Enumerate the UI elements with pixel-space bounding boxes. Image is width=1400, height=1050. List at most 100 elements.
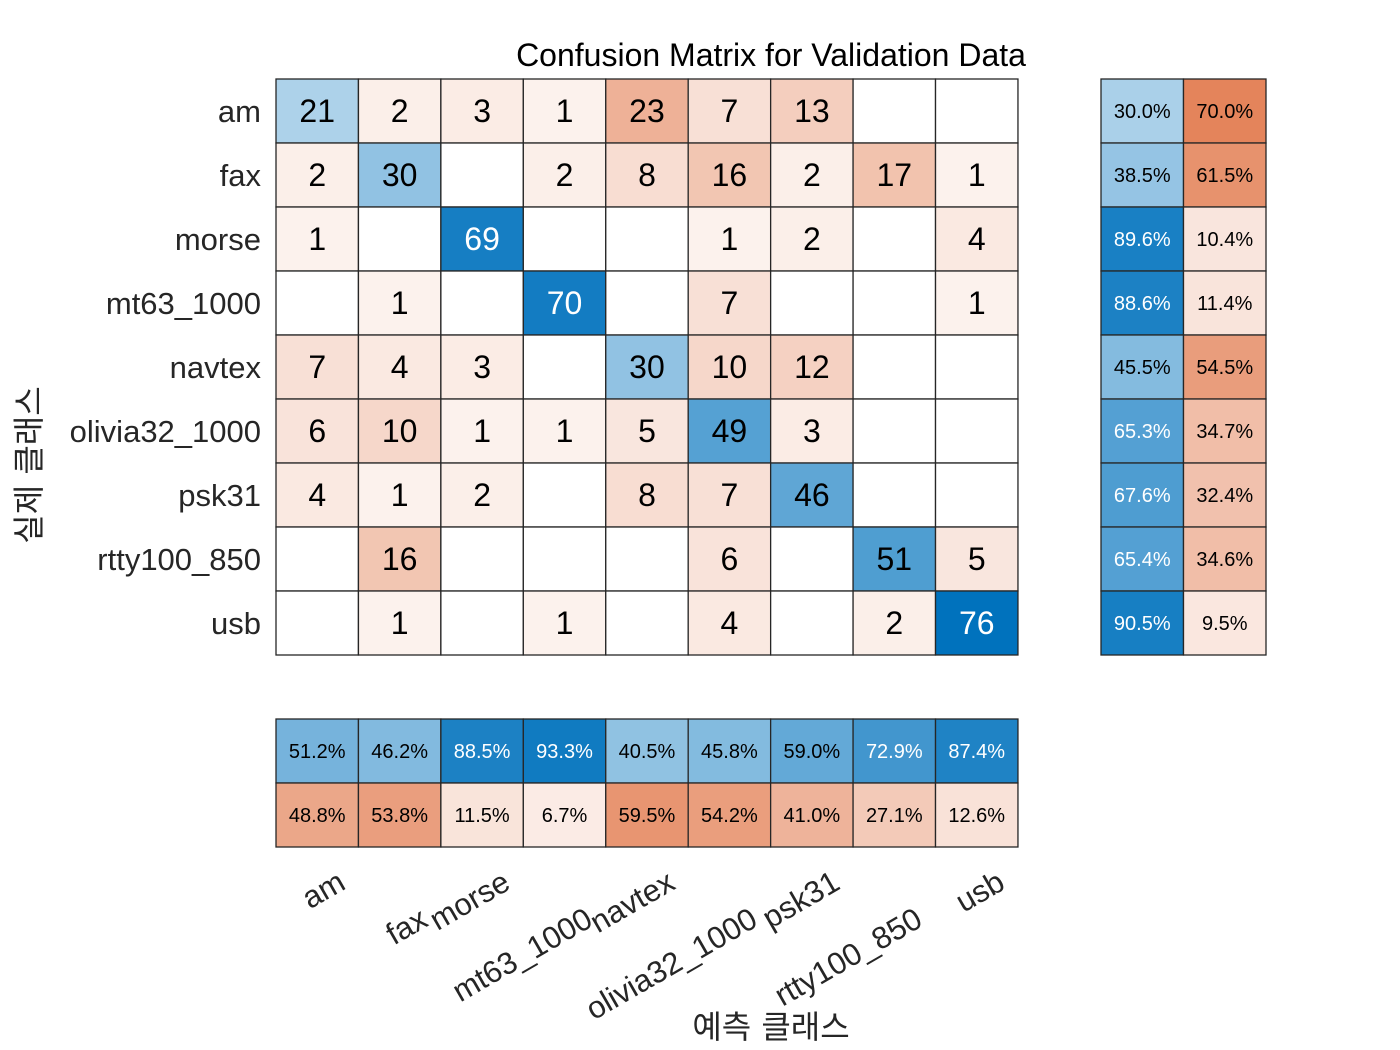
matrix-cell [852,526,937,592]
matrix-cell [275,270,360,336]
row-summary-incorrect-value: 54.5% [1196,357,1253,379]
column-summary-correct-value: 51.2% [289,741,346,763]
matrix-cell-value: 6 [721,541,739,577]
column-labels-group: amfaxmorsemt63_1000navtexolivia32_1000ps… [296,864,1010,1027]
matrix-cell [769,206,854,272]
row-label: navtex [170,350,262,385]
column-summary-incorrect-value: 27.1% [866,805,923,827]
row-summary-incorrect-cell [1182,590,1267,656]
row-summary-correct-value: 38.5% [1114,165,1171,187]
matrix-cell [852,142,937,208]
matrix-cell-value: 46 [794,477,830,513]
column-summary-correct-value: 40.5% [619,741,676,763]
column-summary-correct-value: 59.0% [784,741,841,763]
matrix-cell-value: 3 [803,413,821,449]
row-summary-incorrect-cell [1182,142,1267,208]
row-summary-incorrect-cell [1182,78,1267,144]
row-label: olivia32_1000 [70,414,261,449]
column-summary-incorrect-cell [440,782,524,848]
matrix-cell-value: 4 [308,477,326,513]
x-axis-label: 예측 클래스 [692,1008,849,1046]
matrix-cell-value: 4 [968,221,986,257]
matrix-cell [275,526,360,592]
matrix-cell [687,462,772,528]
matrix-cell [687,78,772,144]
matrix-cell-value: 7 [721,285,739,321]
y-axis-label: 실제 클래스 [10,386,48,543]
matrix-cell-value: 7 [721,477,739,513]
column-summary-correct-cell [605,718,689,784]
row-label: usb [211,606,261,641]
row-summary-correct-cell [1100,142,1185,208]
matrix-cell-value: 1 [556,605,574,641]
matrix-cell [934,78,1019,144]
matrix-cell-value: 16 [382,541,418,577]
column-summary-incorrect-cell [852,782,937,848]
matrix-cell-value: 8 [638,157,656,193]
matrix-cell [605,590,689,656]
matrix-cell [934,206,1019,272]
row-summary-incorrect-value: 34.6% [1196,549,1253,571]
column-summary-incorrect-value: 12.6% [948,805,1005,827]
column-summary-incorrect-value: 48.8% [289,805,346,827]
column-label: navtex [584,864,681,940]
row-summary-incorrect-value: 32.4% [1196,485,1253,507]
row-summary-correct-cell [1100,334,1185,400]
matrix-cell [934,526,1019,592]
matrix-cell [687,334,772,400]
row-summary-correct-value: 65.4% [1114,549,1171,571]
matrix-cell-value: 10 [712,349,748,385]
matrix-cell [275,334,360,400]
matrix-cell [687,270,772,336]
matrix-cell [852,398,937,464]
matrix-cell [852,462,937,528]
column-summary-group: 51.2% 48.8% 46.2% 53.8% 88.5% 11.5% 93.3% 6.7% 4… [275,718,1019,848]
column-summary-incorrect-cell [522,782,607,848]
matrix-cell [275,78,360,144]
column-summary-correct-value: 87.4% [948,741,1005,763]
row-label: rtty100_850 [97,542,261,577]
matrix-cell-value: 16 [712,157,748,193]
matrix-cell-value: 7 [308,349,326,385]
matrix-cell-value: 2 [803,221,821,257]
matrix-cell-value: 30 [629,349,665,385]
matrix-cell-value: 30 [382,157,418,193]
column-label: morse [424,864,516,937]
matrix-cell-value: 21 [299,93,335,129]
matrix-cell-value: 4 [721,605,739,641]
column-summary-correct-cell [934,718,1019,784]
row-summary-incorrect-value: 61.5% [1196,165,1253,187]
column-summary-correct-value: 45.8% [701,741,758,763]
matrix-cell-value: 5 [638,413,656,449]
row-label: am [218,94,261,129]
matrix-cell-value: 2 [308,157,326,193]
matrix-cell [687,590,772,656]
matrix-cell-value: 3 [473,349,491,385]
matrix-cell-value: 23 [629,93,665,129]
column-label: psk31 [756,864,845,936]
row-summary-incorrect-cell [1182,398,1267,464]
column-summary-correct-cell [522,718,607,784]
matrix-cell [605,334,689,400]
row-summary-incorrect-value: 34.7% [1196,421,1253,443]
matrix-cell [522,462,607,528]
column-summary-incorrect-value: 11.5% [454,805,509,827]
row-summary-correct-value: 89.6% [1114,229,1171,251]
matrix-cell-value: 13 [794,93,830,129]
matrix-cell [522,526,607,592]
column-summary-incorrect-cell [687,782,772,848]
matrix-cell-value: 2 [473,477,491,513]
matrix-cell [440,142,524,208]
row-summary-correct-value: 67.6% [1114,485,1171,507]
matrix-cell-value: 12 [794,349,830,385]
matrix-cell-value: 1 [308,221,326,257]
matrix-cell-value: 4 [391,349,409,385]
matrix-cell-value: 1 [391,285,409,321]
matrix-cell [934,270,1019,336]
matrix-cell-value: 1 [391,605,409,641]
matrix-cell [605,270,689,336]
row-summary-correct-cell [1100,526,1185,592]
matrix-cell-value: 1 [968,157,986,193]
